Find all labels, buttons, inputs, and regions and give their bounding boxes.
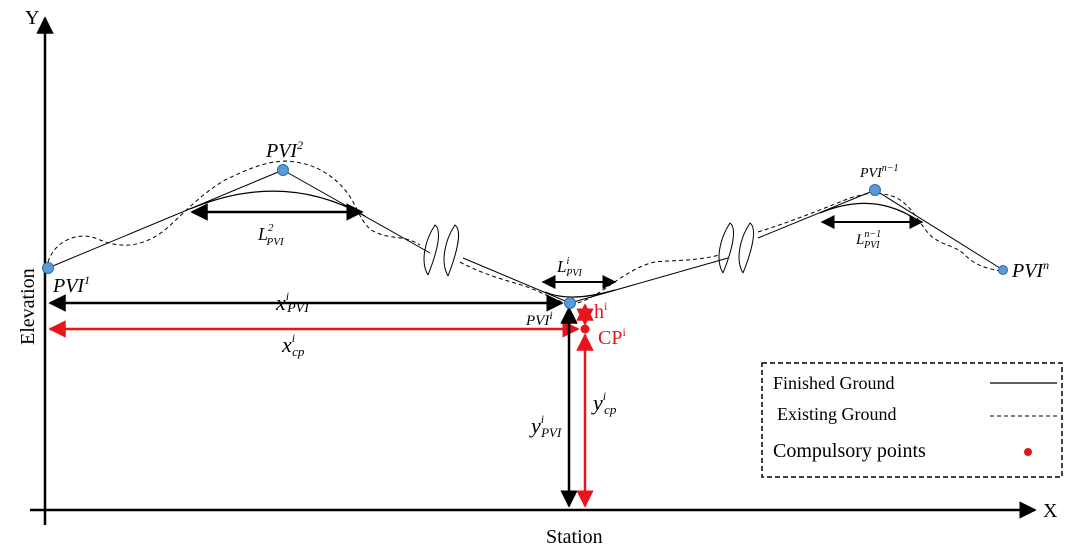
x-pvi-label: xi PVI: [275, 289, 310, 316]
pvi-n1-point: [869, 184, 881, 196]
ln1-label: Ln−1 PVI: [855, 229, 881, 251]
existing-ground: [47, 160, 1001, 305]
pvi-2-label: PVI2: [265, 138, 303, 162]
pvi-1-label: PVI1: [52, 273, 90, 297]
pvi-2-point: [277, 164, 289, 176]
legend-compulsory-sample: [1024, 448, 1032, 456]
cp-label: CPi: [598, 325, 626, 349]
break-marks: [423, 222, 754, 277]
pvi-i-label: PVIi: [525, 308, 553, 329]
x-cp-label: xi cp: [281, 331, 305, 359]
y-pvi-label: yi PVI: [529, 412, 562, 440]
pvi-n1-label: PVIn−1: [859, 163, 899, 181]
station-title: Station: [546, 526, 603, 548]
l2-label: L2 PVI: [257, 222, 285, 248]
legend-compulsory-label: Compulsory points: [773, 440, 926, 462]
li-label: Li PVI: [556, 256, 582, 279]
legend-finished-label: Finished Ground: [773, 373, 895, 393]
legend: Finished Ground Existing Ground Compulso…: [761, 362, 1063, 478]
compulsory-point: [580, 324, 590, 334]
legend-existing-label: Existing Ground: [777, 404, 897, 424]
elevation-title: Elevation: [17, 268, 39, 345]
pvi-1-point: [42, 262, 54, 274]
legend-box: [761, 362, 1063, 478]
pvi-n-label: PVIn: [1011, 258, 1049, 282]
pvi-markers: [42, 164, 1008, 309]
y-axis-label: Y: [25, 7, 39, 29]
h-label: hi: [594, 299, 608, 323]
x-axis-label: X: [1043, 500, 1058, 522]
pvi-n-point: [998, 265, 1008, 275]
pvi-i-point: [564, 297, 576, 309]
y-cp-label: yi cp: [591, 389, 617, 417]
